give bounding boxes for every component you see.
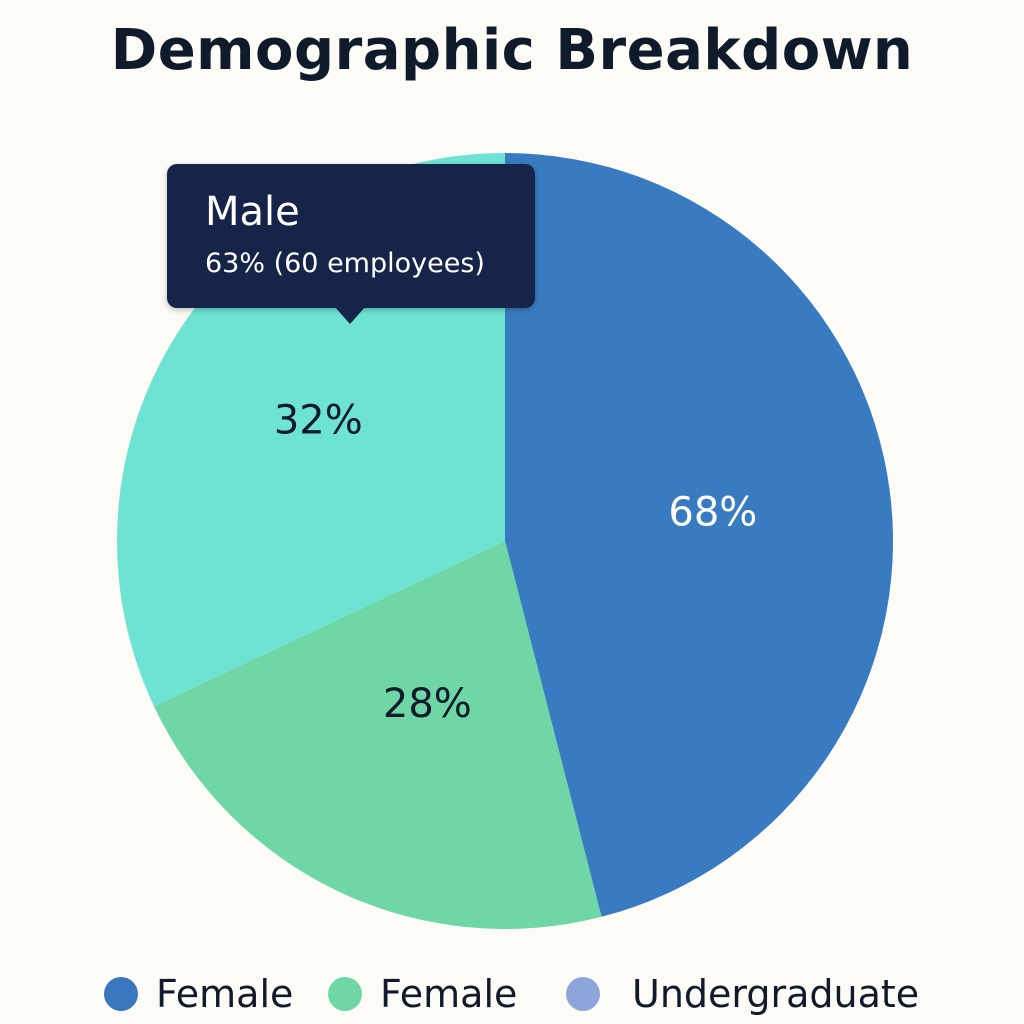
tooltip-title: Male	[205, 189, 300, 235]
pie-slice[interactable]	[505, 153, 893, 917]
legend-label: Female	[156, 972, 294, 1016]
legend: Female Female Undergraduate	[0, 968, 1024, 1020]
slice-label: 32%	[274, 397, 363, 443]
slice-label: 28%	[383, 681, 472, 727]
chart-title: Demographic Breakdown	[110, 18, 914, 83]
tooltip-arrow	[334, 306, 366, 324]
legend-swatch-icon	[328, 977, 362, 1011]
tooltip-detail: 63% (60 employees)	[205, 248, 485, 279]
tooltip: Male 63% (60 employees)	[167, 164, 535, 308]
legend-item[interactable]: Female	[328, 968, 517, 1020]
pie-slice[interactable]	[153, 541, 602, 929]
legend-label: Female	[380, 972, 518, 1016]
legend-item[interactable]: Female	[104, 968, 293, 1020]
legend-swatch-icon	[104, 977, 138, 1011]
legend-swatch-icon	[566, 977, 600, 1011]
slice-label: 68%	[668, 490, 757, 536]
legend-item[interactable]: Undergraduate	[566, 968, 919, 1020]
pie-slice-labels: 68% 28% 32%	[274, 397, 758, 727]
legend-label: Undergraduate	[632, 972, 920, 1016]
